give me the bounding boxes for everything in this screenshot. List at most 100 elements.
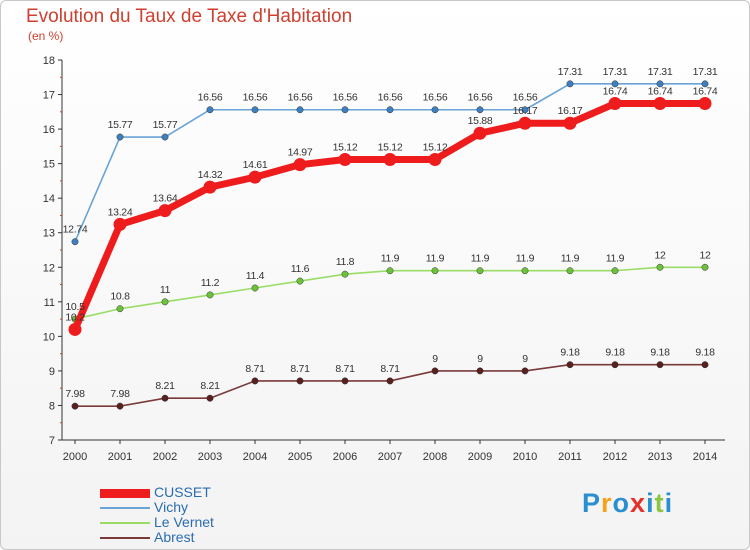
logo-letter: x [630,488,647,518]
logo-letter: i [664,488,674,518]
data-label: 16.56 [468,92,493,104]
data-point [116,402,124,410]
legend-swatch [100,522,150,524]
series-le-vernet [71,263,709,323]
data-label: 16.74 [603,86,628,98]
data-label: 16.56 [198,92,223,104]
data-label: 10.2 [65,311,85,323]
data-label: 11.9 [606,253,625,265]
data-point [656,80,664,88]
legend-label: CUSSET [154,484,211,500]
chart-title: Evolution du Taux de Taxe d'Habitation [26,6,353,27]
data-point [206,106,214,114]
data-label: 11.4 [246,270,265,282]
data-label: 14.97 [288,147,313,159]
data-point [251,284,259,292]
data-label: 11.9 [471,253,490,265]
data-label: 14.61 [243,159,268,171]
logo-letter: P [582,488,602,518]
data-point [248,170,262,184]
data-label: 16.56 [378,92,403,104]
data-label: 9 [477,353,483,365]
x-tick-label: 2010 [513,451,537,463]
data-label: 16.17 [558,105,583,117]
data-label: 17.31 [648,66,673,78]
data-label: 9 [522,353,528,365]
data-label: 11.9 [381,253,400,265]
x-tick-label: 2011 [558,451,582,463]
data-point [521,367,529,375]
series-abrest [71,361,709,410]
data-point [518,116,532,130]
data-point [251,106,259,114]
data-label: 12 [654,249,666,261]
data-point [608,97,622,111]
data-label: 10.5 [65,301,85,313]
data-point [701,263,709,271]
data-label: 17.31 [558,66,583,78]
data-point [656,263,664,271]
data-point [68,322,82,336]
data-point [701,80,709,88]
data-label: 9.18 [695,347,715,359]
data-point [698,97,712,111]
data-label: 7.98 [110,388,130,400]
y-tick-label: 14 [43,193,55,205]
data-point [116,133,124,141]
data-point [701,361,709,369]
data-point [296,277,304,285]
data-point [521,106,529,114]
data-label: 9.18 [650,347,670,359]
logo-letter: i [646,488,655,518]
data-point [431,267,439,275]
data-label: 17.31 [693,66,718,78]
data-label: 16.56 [288,92,313,104]
data-point [611,80,619,88]
data-point [611,267,619,275]
x-tick-label: 2005 [288,451,312,463]
data-point [566,267,574,275]
x-tick-label: 2007 [378,451,402,463]
data-label: 14.32 [198,169,223,181]
data-label: 8.71 [290,363,310,375]
legend-swatch [100,488,150,498]
data-point [341,270,349,278]
data-label: 15.88 [468,115,493,127]
legend-swatch [100,507,150,509]
data-label: 8.21 [155,380,175,392]
data-label: 9.18 [605,347,625,359]
data-label: 16.74 [693,86,718,98]
data-point [476,267,484,275]
data-point [293,158,307,172]
data-point [386,377,394,385]
y-tick-label: 17 [43,90,55,102]
y-tick-label: 13 [43,228,55,240]
data-label: 15.12 [378,141,403,153]
data-point [566,361,574,369]
y-tick-label: 18 [43,55,55,67]
data-label: 9.18 [560,347,580,359]
y-tick-label: 9 [49,366,55,378]
data-point [71,238,79,246]
data-label: 15.12 [423,141,448,153]
logo-letter: t [654,488,665,518]
data-label: 8.71 [380,363,400,375]
data-point [476,106,484,114]
data-point [476,367,484,375]
y-tick-label: 12 [43,262,55,274]
data-label: 9 [432,353,438,365]
data-point [206,291,214,299]
x-tick-label: 2000 [63,451,87,463]
data-point [563,116,577,130]
x-tick-label: 2006 [333,451,357,463]
data-label: 11.9 [426,253,445,265]
series-cusset [68,97,712,336]
data-point [158,204,172,218]
data-point [383,152,397,166]
data-label: 16.56 [333,92,358,104]
data-point [431,367,439,375]
data-point [653,97,667,111]
data-label: 16.56 [423,92,448,104]
proxiti-logo: Proxiti [582,488,673,519]
logo-letter: o [612,488,631,518]
